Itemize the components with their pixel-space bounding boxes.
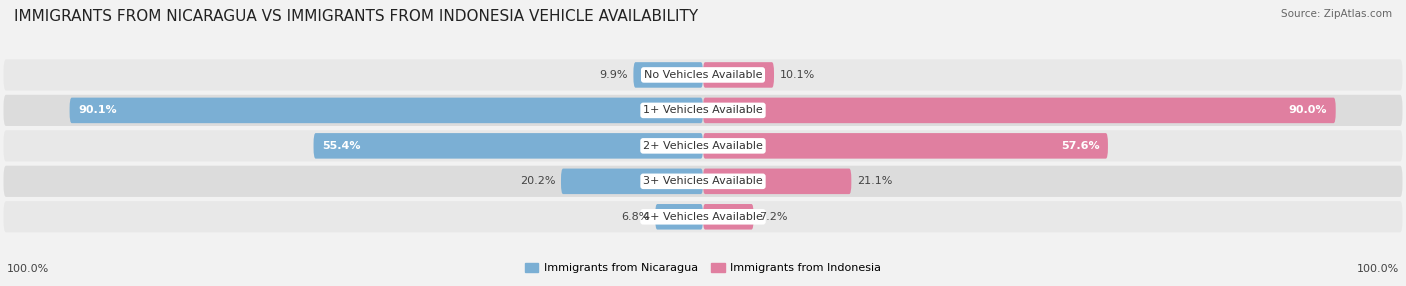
FancyBboxPatch shape [703,98,1336,123]
Text: 2+ Vehicles Available: 2+ Vehicles Available [643,141,763,151]
Text: 57.6%: 57.6% [1062,141,1099,151]
FancyBboxPatch shape [3,166,1403,197]
FancyBboxPatch shape [703,168,852,194]
Text: 100.0%: 100.0% [7,264,49,274]
Text: 10.1%: 10.1% [779,70,815,80]
Text: 55.4%: 55.4% [322,141,360,151]
Text: 20.2%: 20.2% [520,176,555,186]
Text: No Vehicles Available: No Vehicles Available [644,70,762,80]
Text: 4+ Vehicles Available: 4+ Vehicles Available [643,212,763,222]
Text: 1+ Vehicles Available: 1+ Vehicles Available [643,106,763,115]
Text: IMMIGRANTS FROM NICARAGUA VS IMMIGRANTS FROM INDONESIA VEHICLE AVAILABILITY: IMMIGRANTS FROM NICARAGUA VS IMMIGRANTS … [14,9,699,23]
FancyBboxPatch shape [3,201,1403,233]
FancyBboxPatch shape [561,168,703,194]
Text: 3+ Vehicles Available: 3+ Vehicles Available [643,176,763,186]
Text: 7.2%: 7.2% [759,212,787,222]
FancyBboxPatch shape [633,62,703,88]
Text: 21.1%: 21.1% [858,176,893,186]
Text: 90.0%: 90.0% [1289,106,1327,115]
FancyBboxPatch shape [655,204,703,230]
FancyBboxPatch shape [3,95,1403,126]
Text: 100.0%: 100.0% [1357,264,1399,274]
FancyBboxPatch shape [314,133,703,159]
Text: 90.1%: 90.1% [79,106,117,115]
Text: 9.9%: 9.9% [599,70,627,80]
FancyBboxPatch shape [703,204,754,230]
Legend: Immigrants from Nicaragua, Immigrants from Indonesia: Immigrants from Nicaragua, Immigrants fr… [520,258,886,278]
FancyBboxPatch shape [703,62,775,88]
FancyBboxPatch shape [70,98,703,123]
Text: Source: ZipAtlas.com: Source: ZipAtlas.com [1281,9,1392,19]
FancyBboxPatch shape [703,133,1108,159]
FancyBboxPatch shape [3,59,1403,91]
Text: 6.8%: 6.8% [621,212,650,222]
FancyBboxPatch shape [3,130,1403,162]
